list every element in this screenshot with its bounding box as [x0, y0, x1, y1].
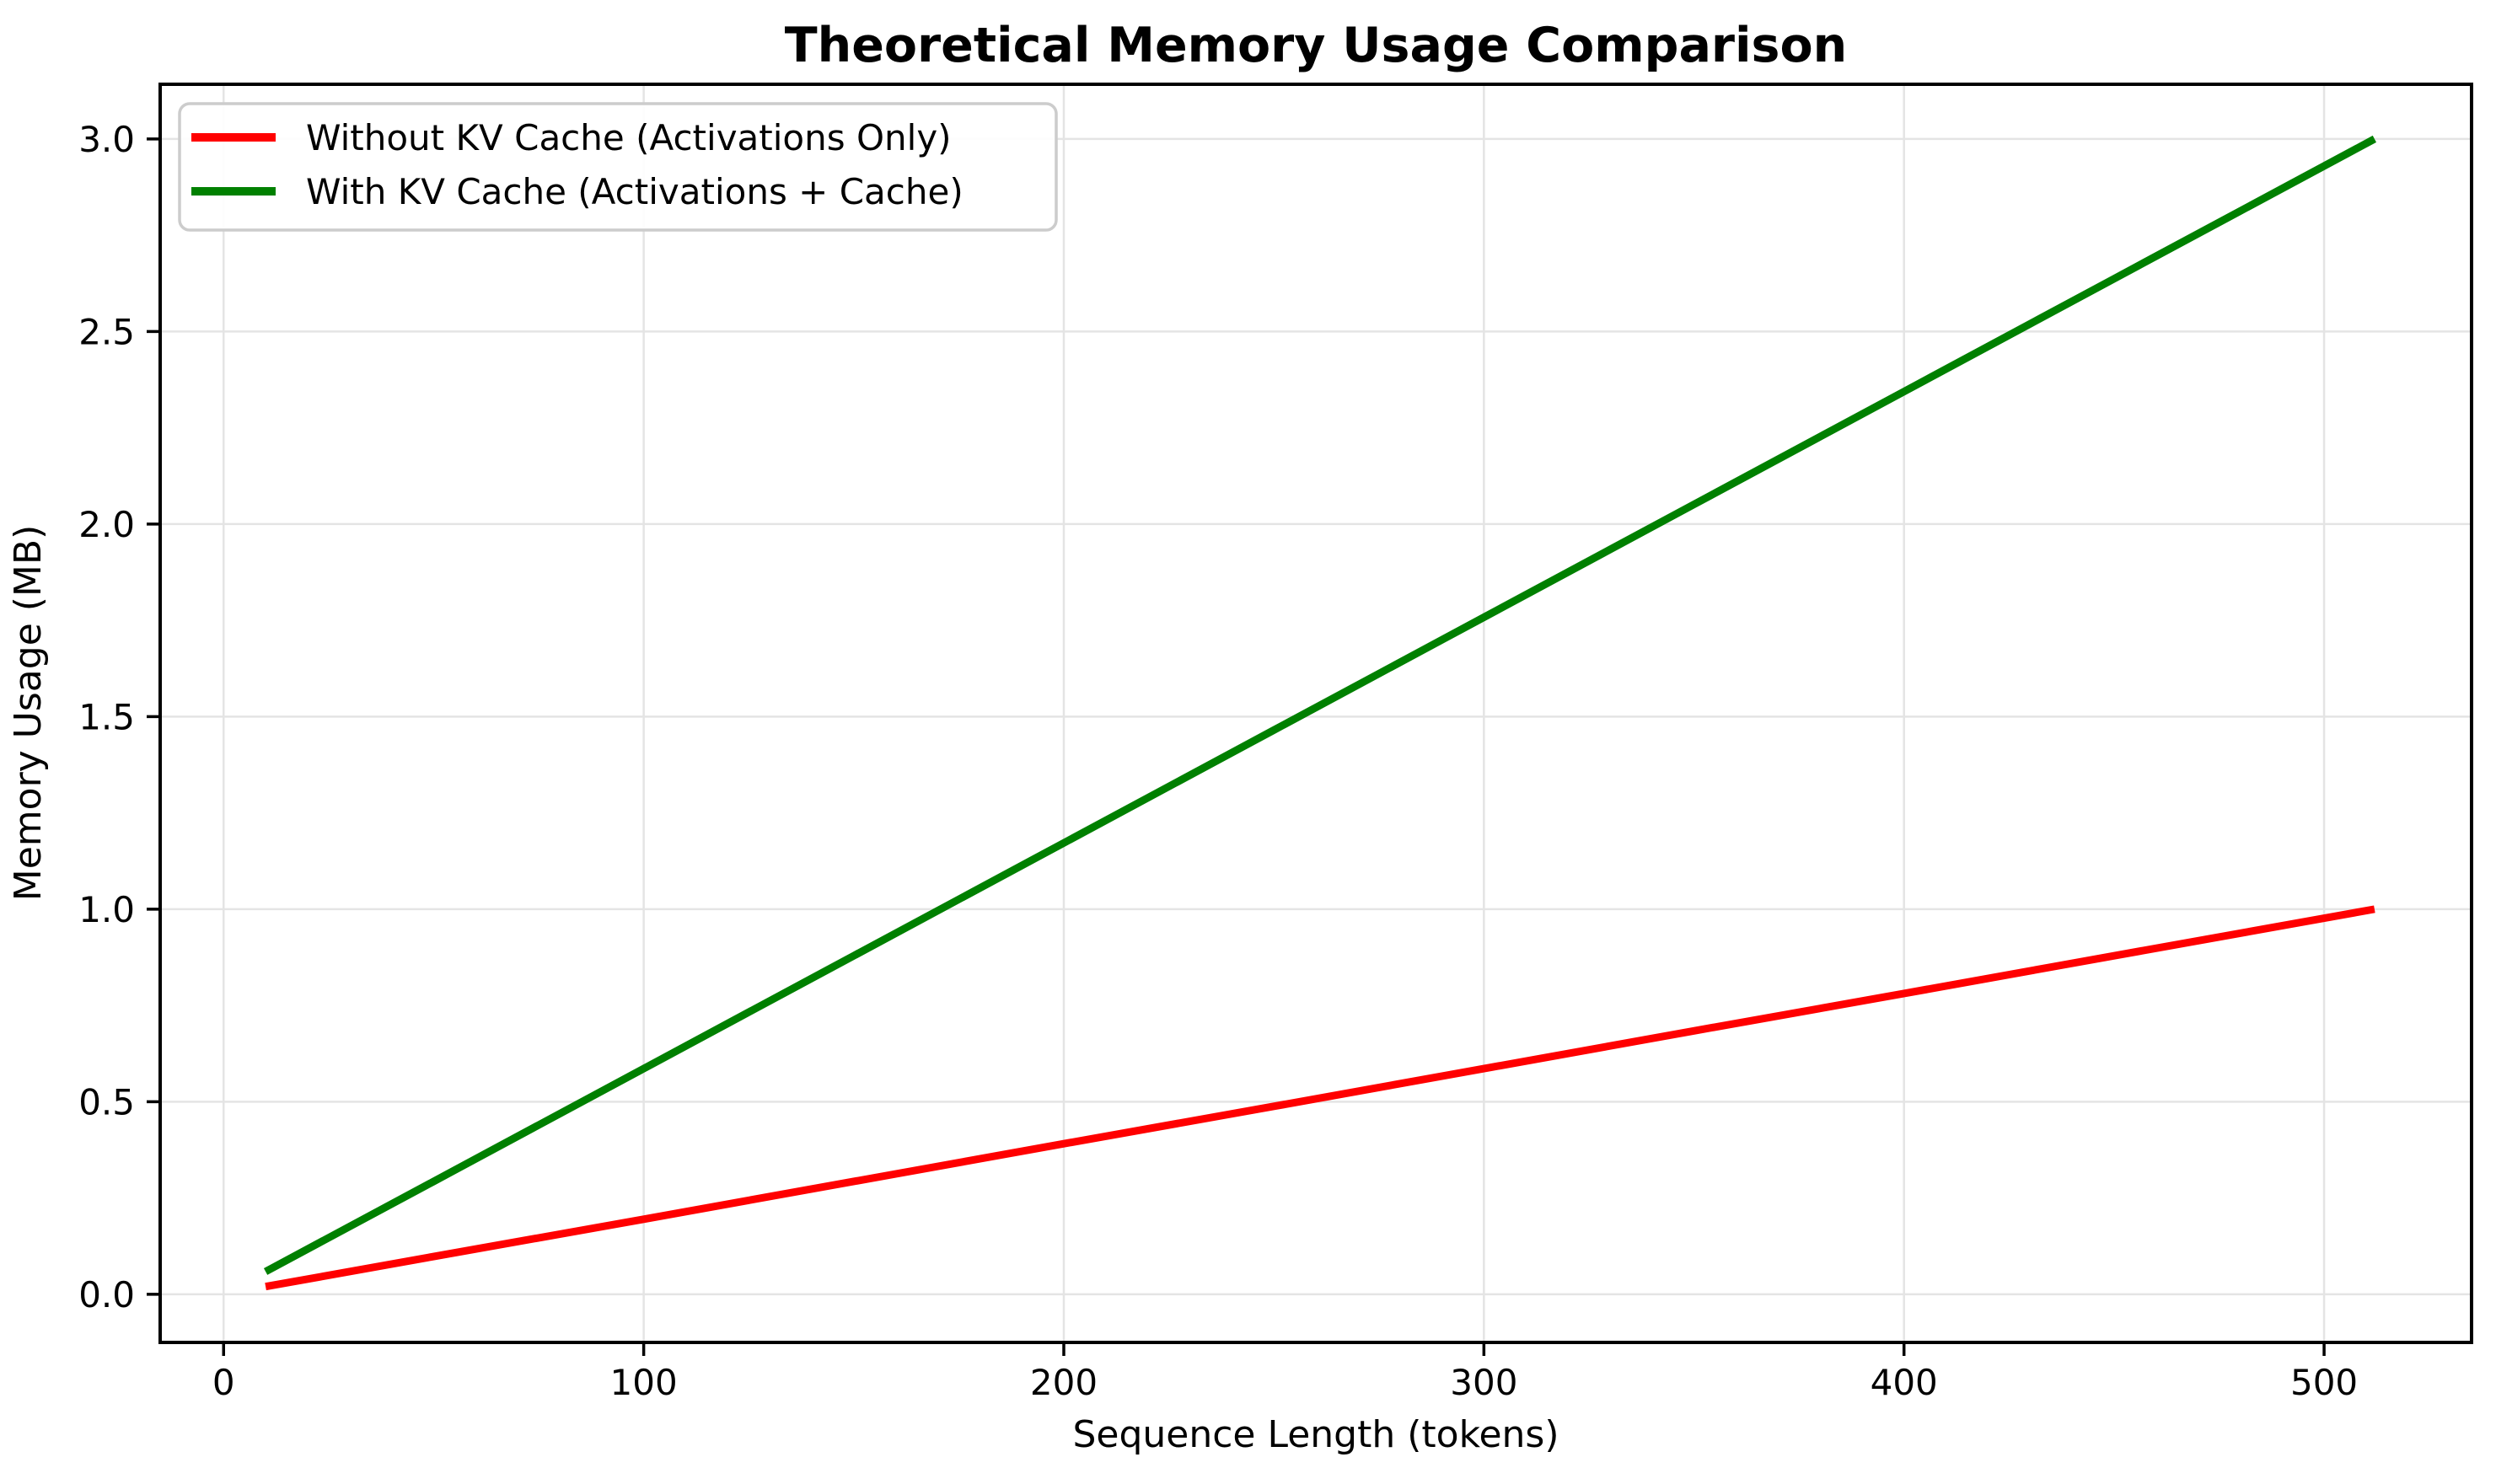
legend-box: [178, 102, 1058, 232]
series-line-1: [263, 135, 2377, 1275]
gridlines-layer: [160, 84, 2472, 1342]
x-tick-label: 500: [2290, 1362, 2358, 1403]
y-tick-label: 0.0: [78, 1274, 135, 1315]
x-tick-label: 200: [1030, 1362, 1098, 1403]
x-axis-label: Sequence Length (tokens): [1072, 1413, 1559, 1456]
legend-label-without-kv-cache: Without KV Cache (Activations Only): [306, 117, 952, 158]
legend: Without KV Cache (Activations Only) With…: [178, 102, 1058, 232]
x-tick-label: 100: [610, 1362, 678, 1403]
ticks-layer: [147, 137, 2326, 1356]
y-tick-label: 0.5: [78, 1081, 135, 1122]
legend-label-with-kv-cache: With KV Cache (Activations + Cache): [306, 171, 964, 212]
y-tick-label: 1.0: [78, 889, 135, 930]
y-tick-label: 1.5: [78, 696, 135, 737]
x-tick-label: 300: [1450, 1362, 1517, 1403]
y-tick-label: 2.0: [78, 504, 135, 545]
y-tick-label: 3.0: [78, 119, 135, 160]
x-tick-label: 0: [212, 1362, 235, 1403]
series-line-0: [265, 905, 2375, 1291]
x-tick-label: 400: [1871, 1362, 1938, 1403]
data-lines-layer: [263, 135, 2377, 1291]
y-tick-label: 2.5: [78, 311, 135, 352]
chart-title: Theoretical Memory Usage Comparison: [785, 18, 1847, 73]
tick-labels-layer: 0 100 200 300 400 500 0.0 0.5 1.0 1.5 2.0 2.5 3.0: [78, 119, 2358, 1403]
y-axis-label: Memory Usage (MB): [7, 525, 50, 902]
plot-border: [158, 83, 2473, 1344]
